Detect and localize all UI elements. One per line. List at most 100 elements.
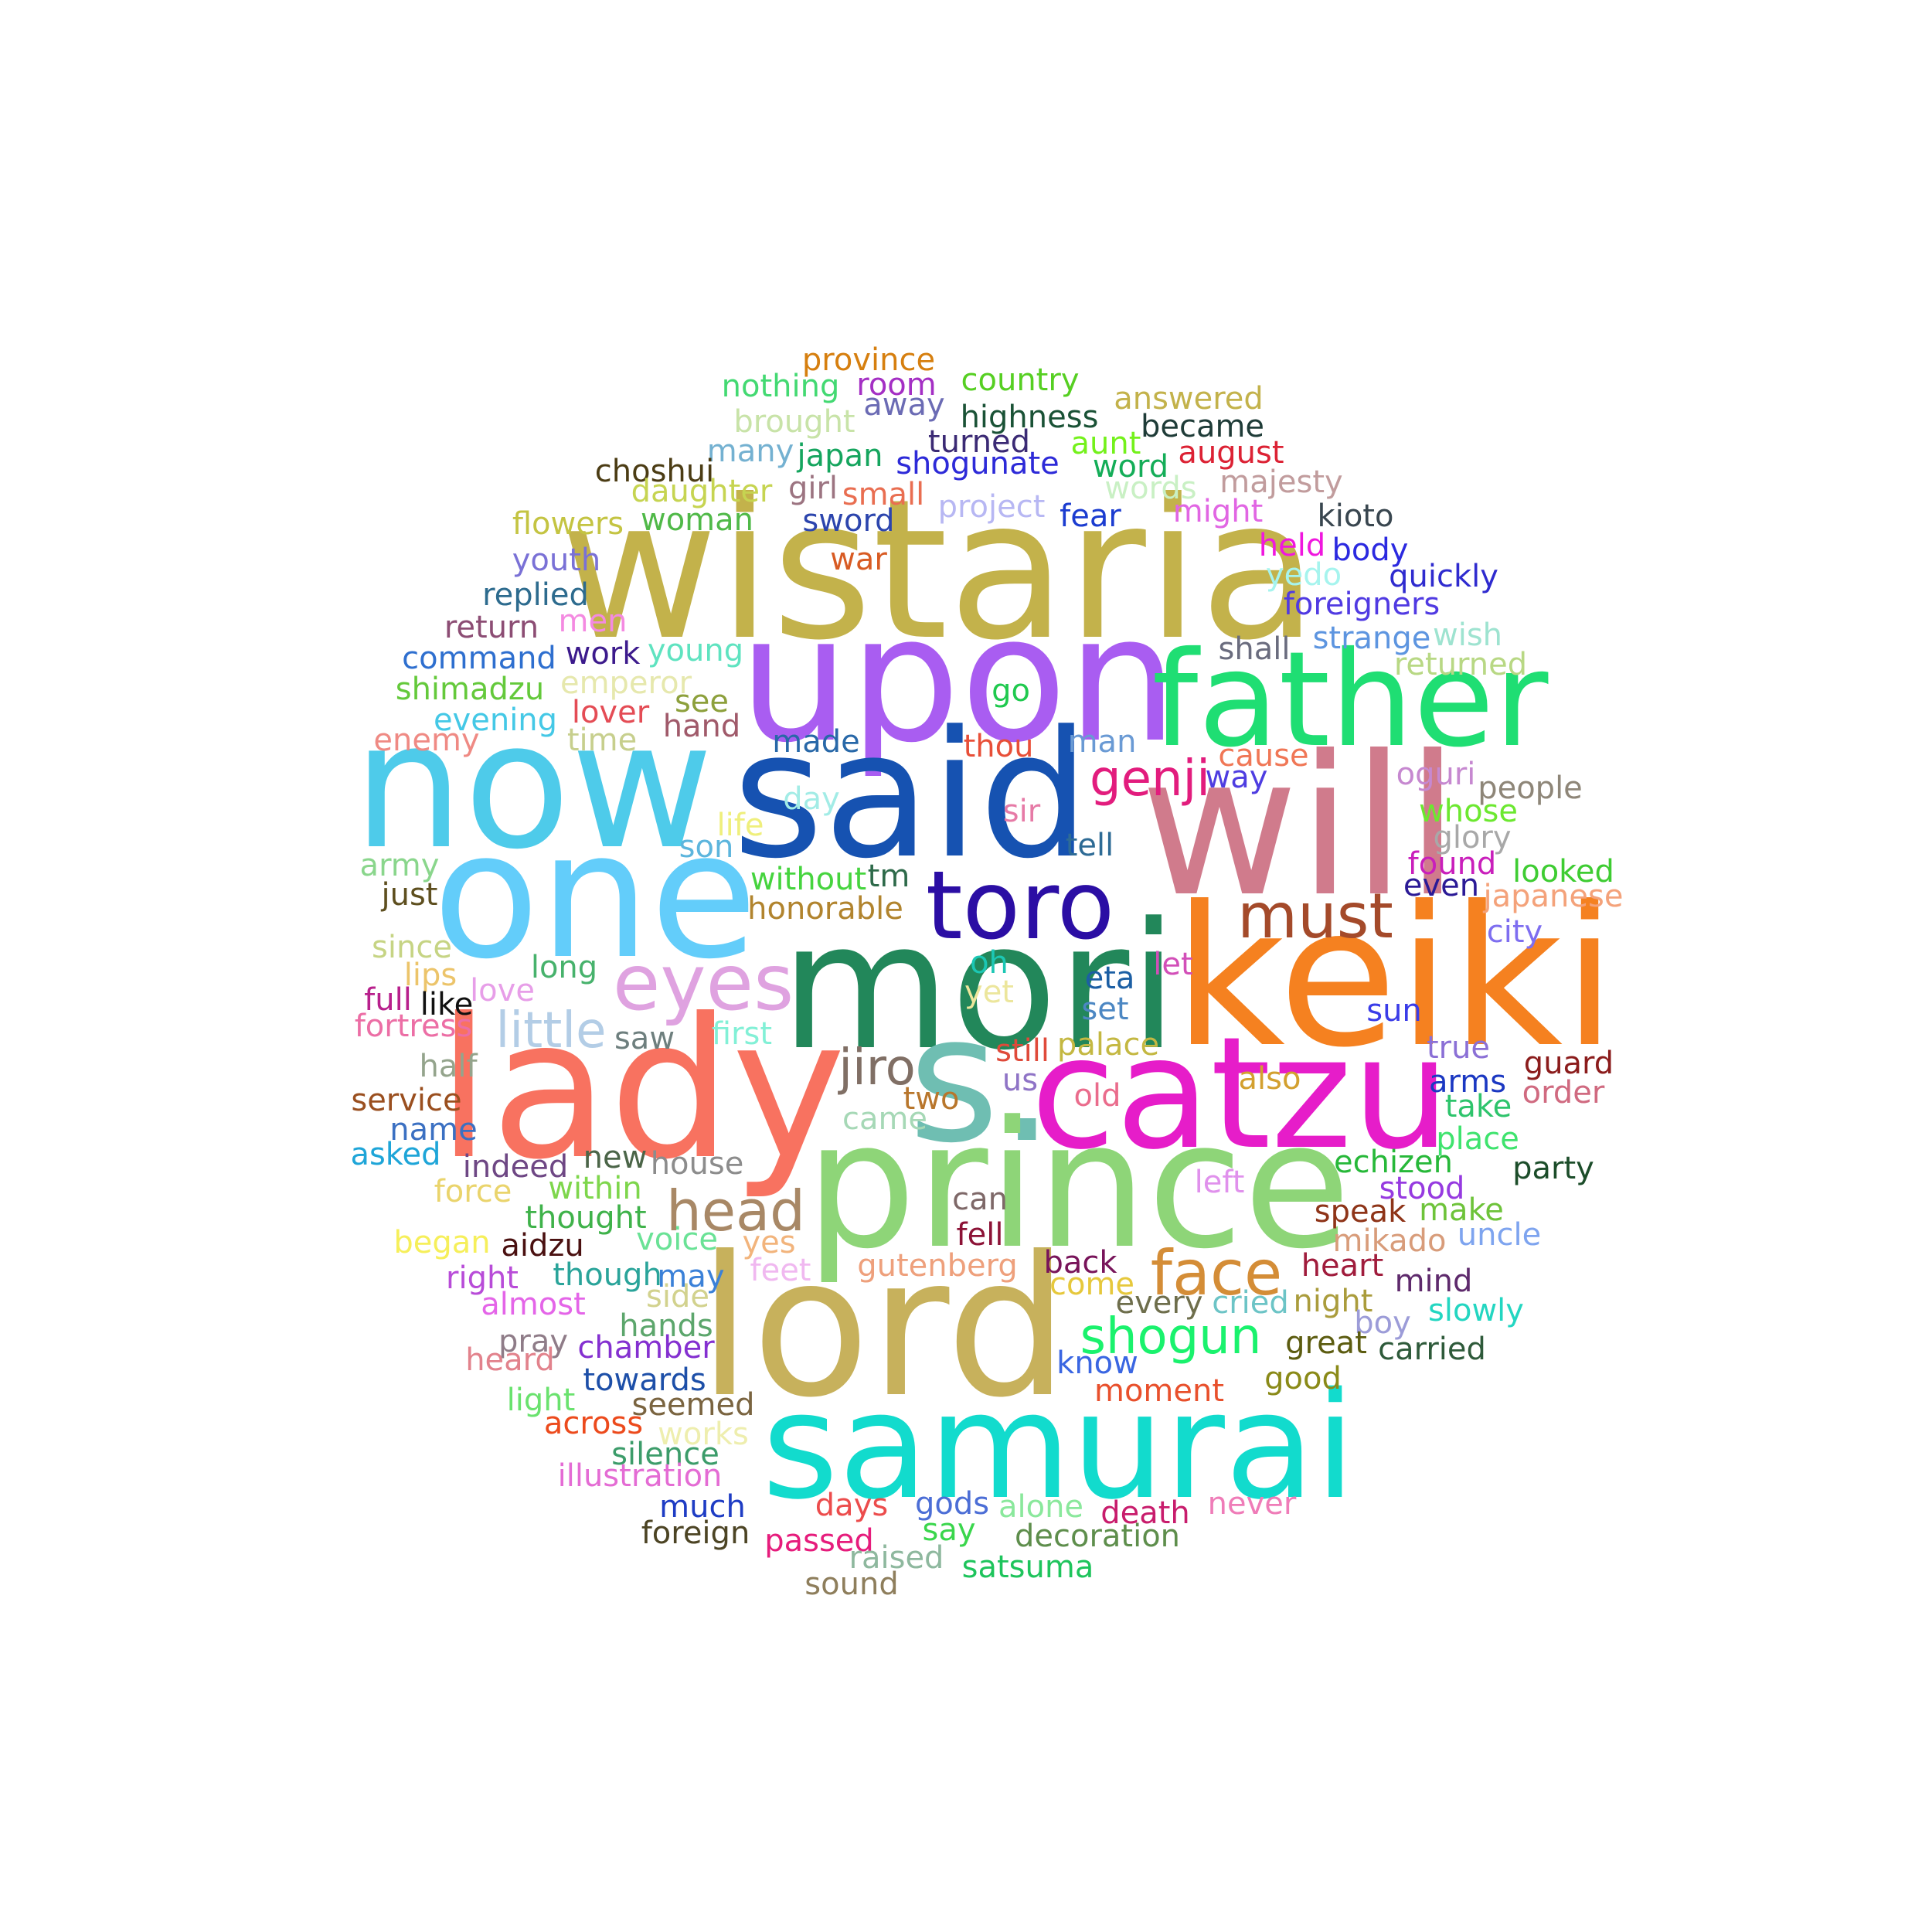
word-pray: pray bbox=[498, 1324, 569, 1359]
word-palace: palace bbox=[1056, 1027, 1160, 1063]
word-face: face bbox=[1150, 1237, 1283, 1309]
word-let: let bbox=[1153, 947, 1193, 982]
word-silence: silence bbox=[611, 1437, 719, 1472]
word-honorable: honorable bbox=[747, 891, 903, 927]
word-left: left bbox=[1194, 1165, 1245, 1200]
word-say: say bbox=[922, 1512, 976, 1548]
word-new: new bbox=[583, 1140, 648, 1175]
word-head: head bbox=[666, 1179, 805, 1243]
word-project: project bbox=[937, 489, 1046, 525]
word-body: body bbox=[1332, 532, 1409, 568]
word-across: across bbox=[543, 1406, 644, 1441]
word-night: night bbox=[1293, 1284, 1373, 1319]
word-way: way bbox=[1205, 760, 1268, 795]
word-evening: evening bbox=[433, 702, 558, 738]
word-sun: sun bbox=[1366, 993, 1422, 1029]
word-away: away bbox=[863, 387, 945, 423]
word-kioto: kioto bbox=[1317, 498, 1394, 534]
word-young: young bbox=[647, 633, 744, 668]
word-set: set bbox=[1081, 992, 1129, 1027]
word-gods: gods bbox=[914, 1486, 990, 1522]
word-name: name bbox=[389, 1112, 478, 1148]
word-first: first bbox=[711, 1016, 773, 1052]
word-thou: thou bbox=[963, 729, 1034, 764]
word-sir: sir bbox=[1002, 794, 1041, 829]
word-side: side bbox=[646, 1279, 709, 1315]
word-nothing: nothing bbox=[721, 369, 840, 404]
word-whose: whose bbox=[1419, 794, 1518, 829]
word-indeed: indeed bbox=[462, 1149, 569, 1185]
word-emperor: emperor bbox=[560, 665, 692, 701]
word-decoration: decoration bbox=[1014, 1519, 1181, 1554]
word-tm: tm bbox=[867, 859, 910, 894]
word-chamber: chamber bbox=[577, 1330, 715, 1366]
word-foreigners: foreigners bbox=[1283, 587, 1440, 622]
word-order: order bbox=[1522, 1075, 1605, 1111]
word-august: august bbox=[1178, 435, 1284, 471]
word-quickly: quickly bbox=[1389, 559, 1498, 594]
word-service: service bbox=[351, 1083, 462, 1118]
word-even: even bbox=[1403, 868, 1480, 903]
word-held: held bbox=[1258, 528, 1326, 563]
word-came: came bbox=[842, 1101, 928, 1137]
word-became: became bbox=[1140, 409, 1265, 444]
word-japanese: japanese bbox=[1483, 879, 1624, 914]
word-s: s. bbox=[908, 978, 1055, 1182]
word-will: will bbox=[1140, 714, 1460, 939]
word-sound: sound bbox=[804, 1566, 899, 1602]
word-much: much bbox=[659, 1489, 746, 1525]
word-hands: hands bbox=[619, 1308, 713, 1344]
word-answered: answered bbox=[1114, 381, 1264, 417]
word-tell: tell bbox=[1065, 828, 1114, 863]
word-majesty: majesty bbox=[1219, 464, 1343, 500]
word-province: province bbox=[801, 342, 936, 378]
word-shogun: shogun bbox=[1080, 1308, 1262, 1366]
word-eta: eta bbox=[1084, 961, 1135, 996]
word-speak: speak bbox=[1314, 1194, 1406, 1230]
word-began: began bbox=[393, 1225, 491, 1260]
word-glory: glory bbox=[1433, 820, 1512, 855]
word-looked: looked bbox=[1512, 854, 1614, 889]
word-great: great bbox=[1285, 1325, 1367, 1361]
word-man: man bbox=[1067, 724, 1137, 760]
word-like: like bbox=[420, 987, 474, 1022]
word-prince: prince bbox=[805, 1084, 1351, 1287]
word-can: can bbox=[952, 1182, 1008, 1217]
word-turned: turned bbox=[927, 424, 1031, 460]
word-girl: girl bbox=[787, 471, 838, 506]
word-city: city bbox=[1486, 914, 1543, 950]
word-enemy: enemy bbox=[373, 723, 480, 758]
word-heard: heard bbox=[465, 1342, 555, 1378]
word-saw: saw bbox=[614, 1021, 675, 1056]
word-many: many bbox=[706, 434, 794, 469]
word-genji: genji bbox=[1089, 750, 1211, 808]
word-aunt: aunt bbox=[1070, 426, 1141, 461]
word-just: just bbox=[381, 877, 438, 913]
word-gutenberg: gutenberg bbox=[857, 1248, 1018, 1284]
word-son: son bbox=[679, 829, 734, 865]
word-raised: raised bbox=[849, 1540, 944, 1576]
word-mori: mori bbox=[780, 886, 1179, 1089]
word-go: go bbox=[992, 673, 1030, 709]
word-feet: feet bbox=[750, 1253, 811, 1288]
word-come: come bbox=[1049, 1267, 1135, 1302]
word-light: light bbox=[506, 1383, 576, 1418]
word-heart: heart bbox=[1301, 1248, 1384, 1284]
word-illustration: illustration bbox=[557, 1458, 723, 1494]
word-lord: lord bbox=[698, 1215, 1069, 1440]
word-room: room bbox=[856, 367, 937, 403]
word-also: also bbox=[1238, 1061, 1301, 1097]
word-towards: towards bbox=[583, 1362, 706, 1398]
word-see: see bbox=[674, 684, 730, 719]
word-take: take bbox=[1444, 1089, 1512, 1124]
word-back: back bbox=[1043, 1245, 1117, 1281]
word-asked: asked bbox=[350, 1137, 441, 1172]
word-still: still bbox=[995, 1033, 1049, 1069]
word-japan: japan bbox=[797, 438, 883, 474]
word-replied: replied bbox=[482, 577, 589, 613]
word-may: may bbox=[657, 1259, 725, 1294]
word-men: men bbox=[558, 604, 628, 639]
word-wish: wish bbox=[1432, 617, 1503, 653]
word-never: never bbox=[1207, 1486, 1297, 1522]
word-word: word bbox=[1092, 449, 1169, 485]
